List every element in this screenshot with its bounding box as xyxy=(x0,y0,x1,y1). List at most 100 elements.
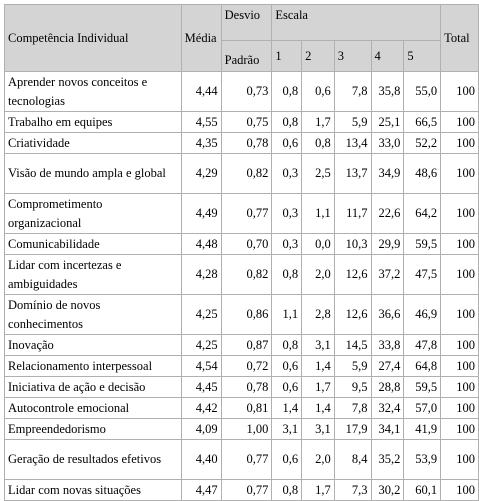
table-cell: 100 xyxy=(440,376,479,398)
table-cell: 1,4 xyxy=(301,397,335,419)
table-cell: 0,82 xyxy=(220,153,273,194)
header-cell: Total xyxy=(440,4,479,72)
table-cell: 2,5 xyxy=(301,153,335,194)
table-cell: 46,9 xyxy=(403,294,442,335)
table-cell: 100 xyxy=(440,439,479,480)
table-cell: 0,87 xyxy=(220,334,273,356)
table-cell: 59,5 xyxy=(403,376,442,398)
table-cell: 4,09 xyxy=(180,418,222,440)
table-cell: 0,8 xyxy=(271,71,303,112)
table-cell: Empreendedorismo xyxy=(4,418,182,440)
table-cell: 9,5 xyxy=(333,376,372,398)
table-row: Lidar com incertezas e ambiguidades 4,28 0… xyxy=(4,254,479,295)
table-cell: 11,7 xyxy=(333,193,372,234)
table-cell: 33,8 xyxy=(370,334,405,356)
table-cell: 29,9 xyxy=(370,233,405,255)
table-cell: Comunicabilidade xyxy=(4,233,182,255)
table-cell: 17,9 xyxy=(333,418,372,440)
table-cell: Geração de resultados efetivos xyxy=(4,439,182,480)
table-cell: 53,9 xyxy=(403,439,442,480)
table-cell: Iniciativa de ação e decisão xyxy=(4,376,182,398)
table-cell: 27,4 xyxy=(370,355,405,377)
table-cell: 13,4 xyxy=(333,132,372,154)
table-cell: 4,54 xyxy=(180,355,222,377)
table-cell: 7,8 xyxy=(333,397,372,419)
table-cell: 55,0 xyxy=(403,71,442,112)
table-cell: 0,78 xyxy=(220,132,273,154)
table-cell: 1,1 xyxy=(301,193,335,234)
table-cell: 1,4 xyxy=(301,355,335,377)
table-cell: 0,8 xyxy=(301,132,335,154)
table-cell: 0,3 xyxy=(271,193,303,234)
table-cell: Comprometimento organizacional xyxy=(4,193,182,234)
table-cell: 0,73 xyxy=(220,71,273,112)
table-cell: 0,3 xyxy=(271,233,303,255)
table-cell: 2,8 xyxy=(301,294,335,335)
table-cell: 66,5 xyxy=(403,111,442,133)
table-row: Autocontrole emocional 4,42 0,81 1,4 1,4 7,8 3… xyxy=(4,397,479,419)
table-row: Domínio de novos conhecimentos 4,25 0,86 1,… xyxy=(4,294,479,335)
table-cell: 59,5 xyxy=(403,233,442,255)
table-cell: 52,2 xyxy=(403,132,442,154)
table-cell: 0,86 xyxy=(220,294,273,335)
table-cell: 14,5 xyxy=(333,334,372,356)
table-row: Lidar com novas situações 4,47 0,77 0,8 1,7 7… xyxy=(4,479,479,501)
table-cell: 3,1 xyxy=(301,334,335,356)
table-cell: 8,4 xyxy=(333,439,372,480)
table-row: Aprender novos conceitos e tecnologias 4,… xyxy=(4,71,479,112)
table-cell: 3,1 xyxy=(301,418,335,440)
table-cell: 4,44 xyxy=(180,71,222,112)
table-cell: Relacionamento interpessoal xyxy=(4,355,182,377)
table-cell: Autocontrole emocional xyxy=(4,397,182,419)
table-cell: 100 xyxy=(440,132,479,154)
table-cell: 48,6 xyxy=(403,153,442,194)
table-cell: 0,81 xyxy=(220,397,273,419)
table-row: Iniciativa de ação e decisão 4,45 0,78 0,6 1… xyxy=(4,376,479,398)
table-cell: 100 xyxy=(440,294,479,335)
table-cell: 0,75 xyxy=(220,111,273,133)
table-row: Criatividade 4,35 0,78 0,6 0,8 13,4 33,0 52,2 10… xyxy=(4,132,479,154)
table-cell: 0,77 xyxy=(220,439,273,480)
header-cell: 2 xyxy=(301,40,335,72)
table-cell: 47,5 xyxy=(403,254,442,295)
table-cell: 100 xyxy=(440,71,479,112)
header-cell: 3 xyxy=(333,40,372,72)
table-cell: 100 xyxy=(440,334,479,356)
table-cell: 7,3 xyxy=(333,479,372,501)
table-cell: 0,3 xyxy=(271,153,303,194)
table-cell: 4,42 xyxy=(180,397,222,419)
table-cell: 4,29 xyxy=(180,153,222,194)
table-cell: 4,25 xyxy=(180,294,222,335)
table-cell: 0,77 xyxy=(220,193,273,234)
table-cell: 64,2 xyxy=(403,193,442,234)
table-cell: 4,49 xyxy=(180,193,222,234)
table-row: Empreendedorismo 4,09 1,00 3,1 3,1 17,9 34,1 41… xyxy=(4,418,479,440)
table-row: Relacionamento interpessoal 4,54 0,72 0,6 1,… xyxy=(4,355,479,377)
table-cell: 100 xyxy=(440,193,479,234)
table-cell: 0,6 xyxy=(271,132,303,154)
table-cell: 1,1 xyxy=(271,294,303,335)
header-cell: Desvio xyxy=(220,4,273,41)
table-cell: 5,9 xyxy=(333,355,372,377)
header-cell: Competência Individual xyxy=(4,4,182,72)
table-cell: 35,8 xyxy=(370,71,405,112)
table-cell: 0,6 xyxy=(271,355,303,377)
table-cell: 1,7 xyxy=(301,111,335,133)
table-cell: 25,1 xyxy=(370,111,405,133)
table-cell: 0,77 xyxy=(220,479,273,501)
table-cell: 37,2 xyxy=(370,254,405,295)
table-cell: 4,48 xyxy=(180,233,222,255)
table-cell: 7,8 xyxy=(333,71,372,112)
table-cell: 41,9 xyxy=(403,418,442,440)
table-body: Aprender novos conceitos e tecnologias 4,… xyxy=(4,71,479,501)
table-cell: Criatividade xyxy=(4,132,182,154)
table-cell: 100 xyxy=(440,153,479,194)
table-cell: 1,7 xyxy=(301,479,335,501)
table-cell: Lidar com incertezas e ambiguidades xyxy=(4,254,182,295)
table-cell: 0,8 xyxy=(271,111,303,133)
table-cell: 64,8 xyxy=(403,355,442,377)
header-cell: Padrão xyxy=(220,40,273,72)
table-row: Geração de resultados efetivos 4,40 0,77 0,… xyxy=(4,439,479,480)
table-cell: 0,6 xyxy=(301,71,335,112)
